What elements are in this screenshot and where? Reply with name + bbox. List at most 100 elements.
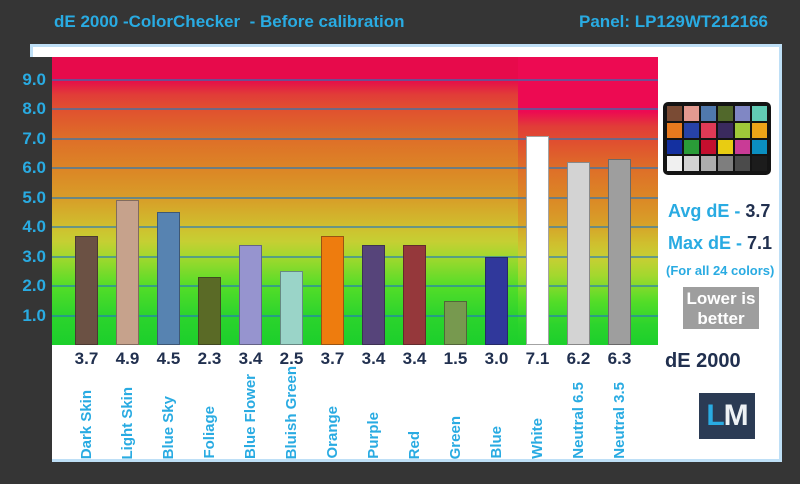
plot-area — [52, 57, 658, 345]
left-axis-mask — [30, 57, 52, 462]
gridline-8 — [52, 108, 658, 110]
bar-green — [444, 300, 467, 345]
lower-is-better-badge: Lower is better — [683, 287, 759, 329]
colorchecker-swatch-7 — [667, 122, 682, 138]
colorchecker-swatch-19 — [667, 156, 682, 171]
y-tick-6.0: 6.0 — [22, 158, 46, 177]
y-tick-8.0: 8.0 — [22, 99, 46, 118]
gridline-1 — [52, 314, 658, 317]
colorchecker-swatch-24 — [752, 156, 767, 171]
logo-letter-m: M — [723, 399, 749, 432]
colorchecker-swatch-4 — [718, 106, 733, 121]
bar-value-blue-sky: 4.5 — [156, 349, 181, 368]
category-label-orange: Orange — [323, 406, 341, 459]
bar-orange — [321, 235, 344, 345]
bar-light-skin — [116, 200, 139, 345]
colorchecker-swatch-1 — [667, 106, 682, 121]
colorchecker-swatch-20 — [684, 156, 699, 171]
bar-foliage — [198, 277, 221, 345]
chart-panel: 3.7 4.9 4.5 2.3 3.4 2.5 3.7 3.4 3.4 1.5 3.0 7.1 6.2 6… — [30, 44, 782, 462]
bar-value-dark-skin: 3.7 — [74, 349, 99, 368]
category-label-bluish-green: Bluish Green — [282, 365, 300, 459]
avg-de-value: 3.7 — [745, 201, 771, 221]
max-de-value: 7.1 — [747, 233, 773, 253]
category-label-foliage: Foliage — [200, 406, 218, 459]
bar-value-neutral-3-5: 6.3 — [607, 349, 632, 368]
y-tick-7.0: 7.0 — [22, 128, 46, 148]
bar-bluish-green — [280, 271, 303, 345]
gridline-5 — [52, 196, 658, 199]
gridline-4 — [52, 226, 658, 228]
y-tick-9.0: 9.0 — [22, 69, 46, 89]
bar-value-bluish-green: 2.5 — [279, 349, 304, 368]
colorchecker-swatch-14 — [684, 139, 699, 155]
panel-model-label: Panel: LP129WT212166 — [579, 12, 768, 31]
y-tick-3.0: 3.0 — [22, 246, 46, 266]
colorchecker-swatch-6 — [752, 106, 767, 121]
de2000-axis-label: dE 2000 — [665, 350, 741, 372]
max-de-line: Max dE -7.1 — [668, 232, 772, 254]
gridline-2 — [52, 285, 658, 287]
bar-white — [526, 135, 549, 345]
gridline-3 — [52, 255, 658, 258]
bar-value-white: 7.1 — [525, 349, 550, 368]
colorchecker-swatch-22 — [718, 156, 733, 171]
bar-neutral-6-5 — [567, 162, 590, 345]
category-label-purple: Purple — [364, 412, 382, 459]
colorchecker-swatch-12 — [752, 122, 767, 138]
colorchecker-swatch-13 — [667, 139, 682, 155]
category-labels-row: Dark Skin Light Skin Blue Sky Foliage Blue F… — [52, 366, 658, 460]
bar-dark-skin — [75, 235, 98, 345]
colorchecker-swatch-16 — [718, 139, 733, 155]
bar-value-neutral-6-5: 6.2 — [566, 349, 591, 368]
avg-de-label: Avg dE - — [668, 201, 741, 221]
bar-blue-flower — [239, 244, 262, 345]
bar-value-light-skin: 4.9 — [115, 349, 140, 368]
bar-value-purple: 3.4 — [361, 349, 386, 368]
y-tick-2.0: 2.0 — [22, 276, 46, 295]
bar-neutral-3-5 — [608, 159, 631, 345]
colorchecker-swatch-5 — [735, 106, 750, 121]
bar-value-red: 3.4 — [402, 349, 427, 368]
category-label-green: Green — [446, 415, 464, 459]
bar-value-green: 1.5 — [443, 349, 468, 368]
gridline-7 — [52, 137, 658, 140]
logo-letter-l: L — [706, 399, 724, 432]
bar-blue-sky — [157, 212, 180, 345]
bar-blue — [485, 256, 508, 345]
max-de-label: Max dE - — [668, 233, 743, 253]
colorchecker-swatch-15 — [701, 139, 716, 155]
category-label-neutral-3-5: Neutral 3.5 — [610, 382, 628, 459]
category-label-blue-sky: Blue Sky — [159, 395, 177, 459]
category-label-white: White — [528, 418, 546, 459]
colorchecker-swatch-10 — [718, 122, 733, 138]
colorchecker-swatch-2 — [684, 106, 699, 121]
bar-values-row: 3.7 4.9 4.5 2.3 3.4 2.5 3.7 3.4 3.4 1.5 3.0 7.1 6.2 6… — [52, 347, 658, 371]
bar-value-orange: 3.7 — [320, 349, 345, 368]
colorchecker-card-image — [663, 102, 771, 175]
colorchecker-swatch-3 — [701, 106, 716, 121]
category-label-blue-flower: Blue Flower — [241, 373, 259, 459]
colorchecker-swatch-21 — [701, 156, 716, 171]
category-label-red: Red — [405, 430, 423, 459]
category-label-blue: Blue — [487, 426, 505, 459]
gridline-9 — [52, 78, 658, 81]
colorchecker-swatch-23 — [735, 156, 750, 171]
badge-line-2: better — [697, 309, 745, 328]
bar-value-blue-flower: 3.4 — [238, 349, 263, 368]
gridline-6 — [52, 167, 658, 169]
chart-title: dE 2000 -ColorChecker - Before calibrati… — [54, 12, 405, 31]
bar-red — [403, 244, 426, 345]
bar-value-foliage: 2.3 — [197, 349, 222, 368]
category-label-light-skin: Light Skin — [118, 386, 136, 460]
category-label-dark-skin: Dark Skin — [77, 389, 95, 459]
colorchecker-swatch-17 — [735, 139, 750, 155]
bar-value-blue: 3.0 — [484, 349, 509, 368]
all-colors-note: (For all 24 colors) — [666, 263, 775, 278]
colorchecker-swatch-11 — [735, 122, 750, 138]
colorchecker-swatch-8 — [684, 122, 699, 138]
bar-purple — [362, 244, 385, 345]
colorchecker-swatch-18 — [752, 139, 767, 155]
y-tick-1.0: 1.0 — [22, 305, 46, 325]
